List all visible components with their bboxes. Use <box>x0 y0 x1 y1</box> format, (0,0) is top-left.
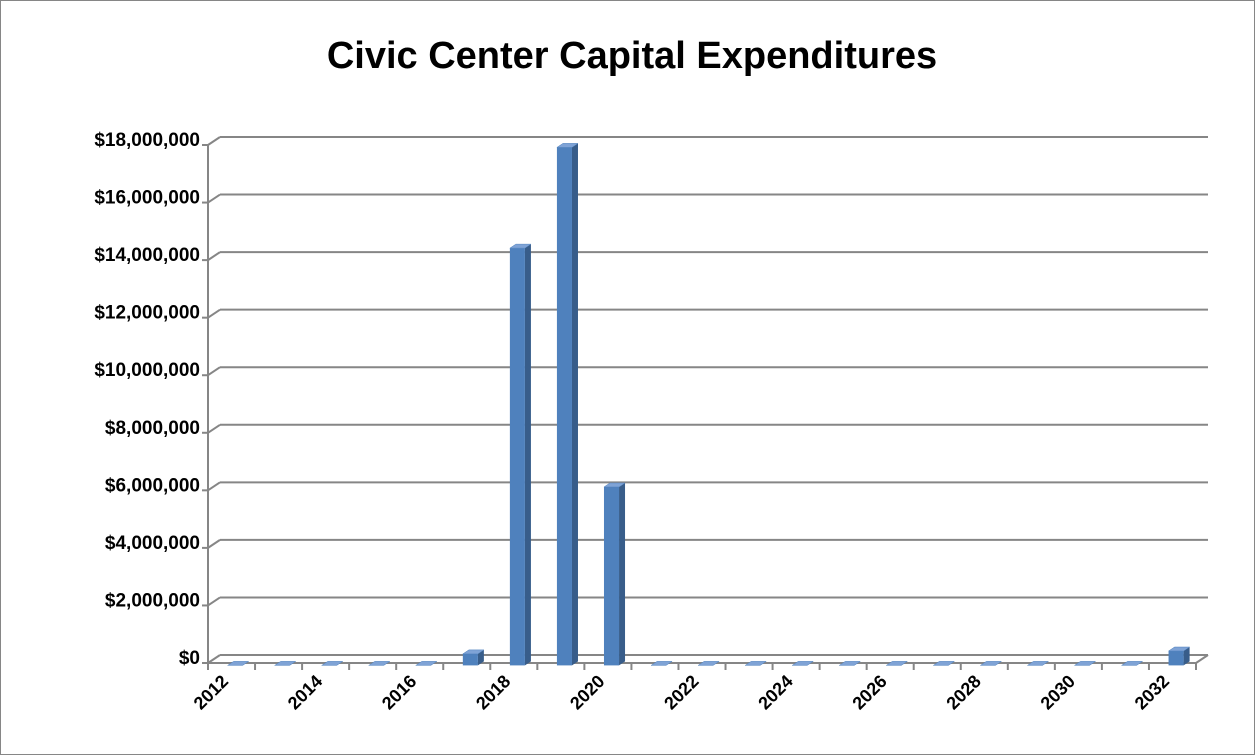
bar <box>1167 646 1191 666</box>
bar <box>1026 661 1050 666</box>
y-tick-label: $6,000,000 <box>105 475 200 496</box>
bar <box>509 243 532 666</box>
y-tick-label: $10,000,000 <box>94 360 200 381</box>
bar-top <box>697 661 720 666</box>
floor-slant <box>1195 654 1209 664</box>
bar-top <box>226 661 250 666</box>
bar-top <box>1026 661 1050 666</box>
bar-side <box>524 244 531 666</box>
bar <box>320 661 344 666</box>
bar-top <box>462 649 485 655</box>
bar-top <box>1073 661 1097 666</box>
bar <box>744 661 768 666</box>
y-tick-label: $2,000,000 <box>105 590 200 611</box>
bar-top <box>556 143 579 148</box>
bar-top <box>603 482 626 488</box>
bar-top <box>650 661 673 666</box>
grid-slant <box>207 136 221 146</box>
grid-slant <box>207 423 221 434</box>
bar <box>462 649 485 666</box>
grid-slant <box>207 193 221 204</box>
grid-slant <box>207 654 221 664</box>
y-tick-label: $4,000,000 <box>105 533 200 554</box>
bar-side <box>619 482 626 666</box>
bar <box>838 661 862 666</box>
grid-slant <box>207 366 221 377</box>
bar <box>556 143 579 666</box>
bar-front <box>603 486 620 666</box>
bar <box>932 661 956 666</box>
bar-top <box>932 661 956 666</box>
y-tick-label: $8,000,000 <box>105 418 200 439</box>
y-tick-label: $12,000,000 <box>94 303 200 324</box>
bar <box>414 661 438 666</box>
bar <box>1073 661 1097 666</box>
y-tick-label: $0 <box>179 648 200 669</box>
y-tick-label: $14,000,000 <box>94 245 200 266</box>
bar-side <box>1183 647 1190 666</box>
chart-title: Civic Center Capital Expenditures <box>327 35 937 77</box>
bar-side <box>571 143 578 666</box>
bar <box>226 661 250 666</box>
bar-front <box>462 653 478 666</box>
bar <box>885 661 909 666</box>
bar <box>603 482 626 666</box>
bar-top <box>509 243 532 249</box>
grid-slant <box>207 308 221 319</box>
bar <box>273 661 297 666</box>
bar-front <box>556 147 572 666</box>
bar <box>979 661 1003 666</box>
bar-top <box>791 661 815 666</box>
bar-side <box>477 649 484 666</box>
bar-top <box>1120 661 1144 666</box>
bar-top <box>838 661 862 666</box>
grid-slant <box>207 596 221 607</box>
grid-slant <box>207 251 221 261</box>
y-tick-label: $16,000,000 <box>94 188 200 209</box>
bar <box>697 661 720 666</box>
bar <box>650 661 673 666</box>
grid-slant <box>207 481 221 492</box>
bar-top <box>367 661 391 666</box>
bar-top <box>320 661 344 666</box>
bar-top <box>979 661 1003 666</box>
bar <box>367 661 391 666</box>
bar-top <box>414 661 438 666</box>
bar-front <box>1168 651 1184 666</box>
bar-top <box>273 661 297 666</box>
bar <box>791 661 815 666</box>
bar-top <box>885 661 909 666</box>
bar-top <box>1167 646 1191 652</box>
y-tick-label: $18,000,000 <box>94 130 200 151</box>
bar-top <box>744 661 768 666</box>
bar <box>1120 661 1144 666</box>
grid-slant <box>207 539 221 549</box>
bar-front <box>509 248 525 666</box>
